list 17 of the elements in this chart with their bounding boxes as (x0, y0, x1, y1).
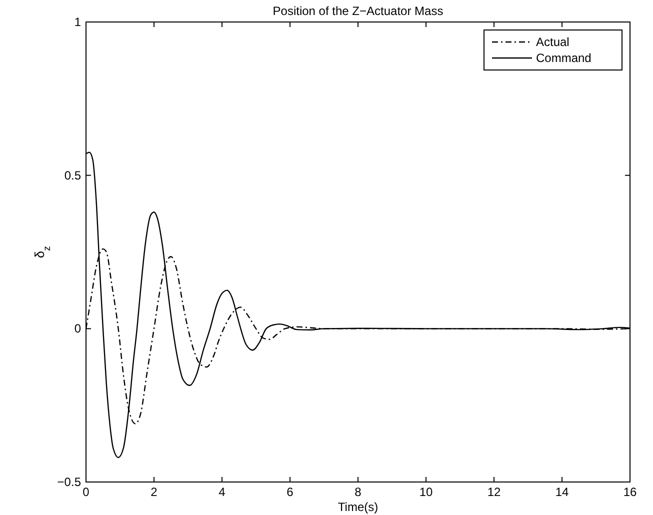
x-axis-title: Time(s) (338, 500, 378, 514)
x-tick-label: 2 (150, 485, 158, 499)
y-tick-label: −0.5 (57, 475, 82, 489)
y-tick-label: 0.5 (64, 168, 82, 182)
x-tick-label: 14 (555, 485, 569, 499)
x-tick-label: 0 (82, 485, 90, 499)
x-tick-label: 10 (419, 485, 433, 499)
x-tick-label: 4 (218, 485, 226, 499)
x-tick-label: 16 (623, 485, 637, 499)
chart-title: Position of the Z−Actuator Mass (272, 4, 444, 18)
x-tick-label: 12 (487, 485, 501, 499)
legend-label: Command (536, 51, 592, 65)
legend-label: Actual (536, 35, 570, 49)
y-tick-label: 1 (74, 15, 82, 29)
x-tick-label: 6 (286, 485, 294, 499)
x-tick-label: 8 (354, 485, 362, 499)
y-tick-label: 0 (74, 322, 82, 336)
